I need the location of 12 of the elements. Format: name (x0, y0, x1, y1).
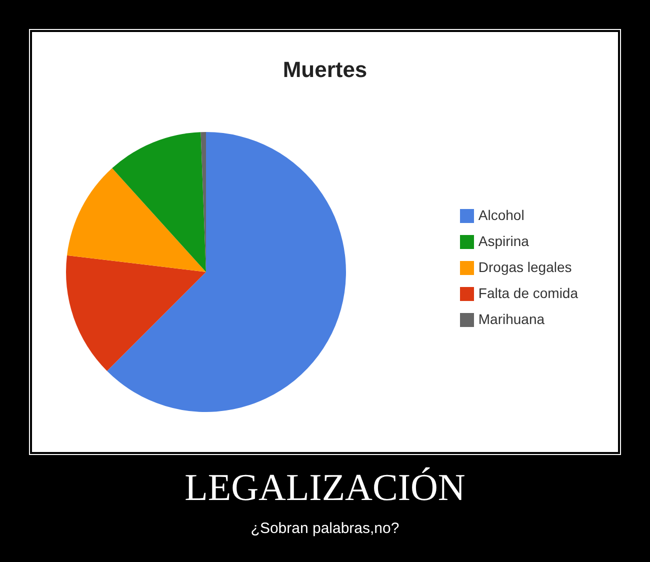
pie-slice (107, 132, 346, 412)
legend-label: Falta de comida (478, 285, 578, 301)
text: ¿Sobran palabras,no? (250, 520, 400, 537)
legend-label: Drogas legales (478, 259, 572, 275)
text: LEGALIZACIÓN (184, 466, 466, 510)
pie-slice (66, 255, 206, 371)
pie-slice (112, 132, 206, 272)
legend-label: Alcohol (478, 207, 524, 223)
legend-label: Marihuana (478, 311, 545, 327)
chart-title: Muertes (282, 56, 368, 82)
pie-slice (66, 168, 206, 272)
legend-label: Aspirina (478, 233, 529, 249)
